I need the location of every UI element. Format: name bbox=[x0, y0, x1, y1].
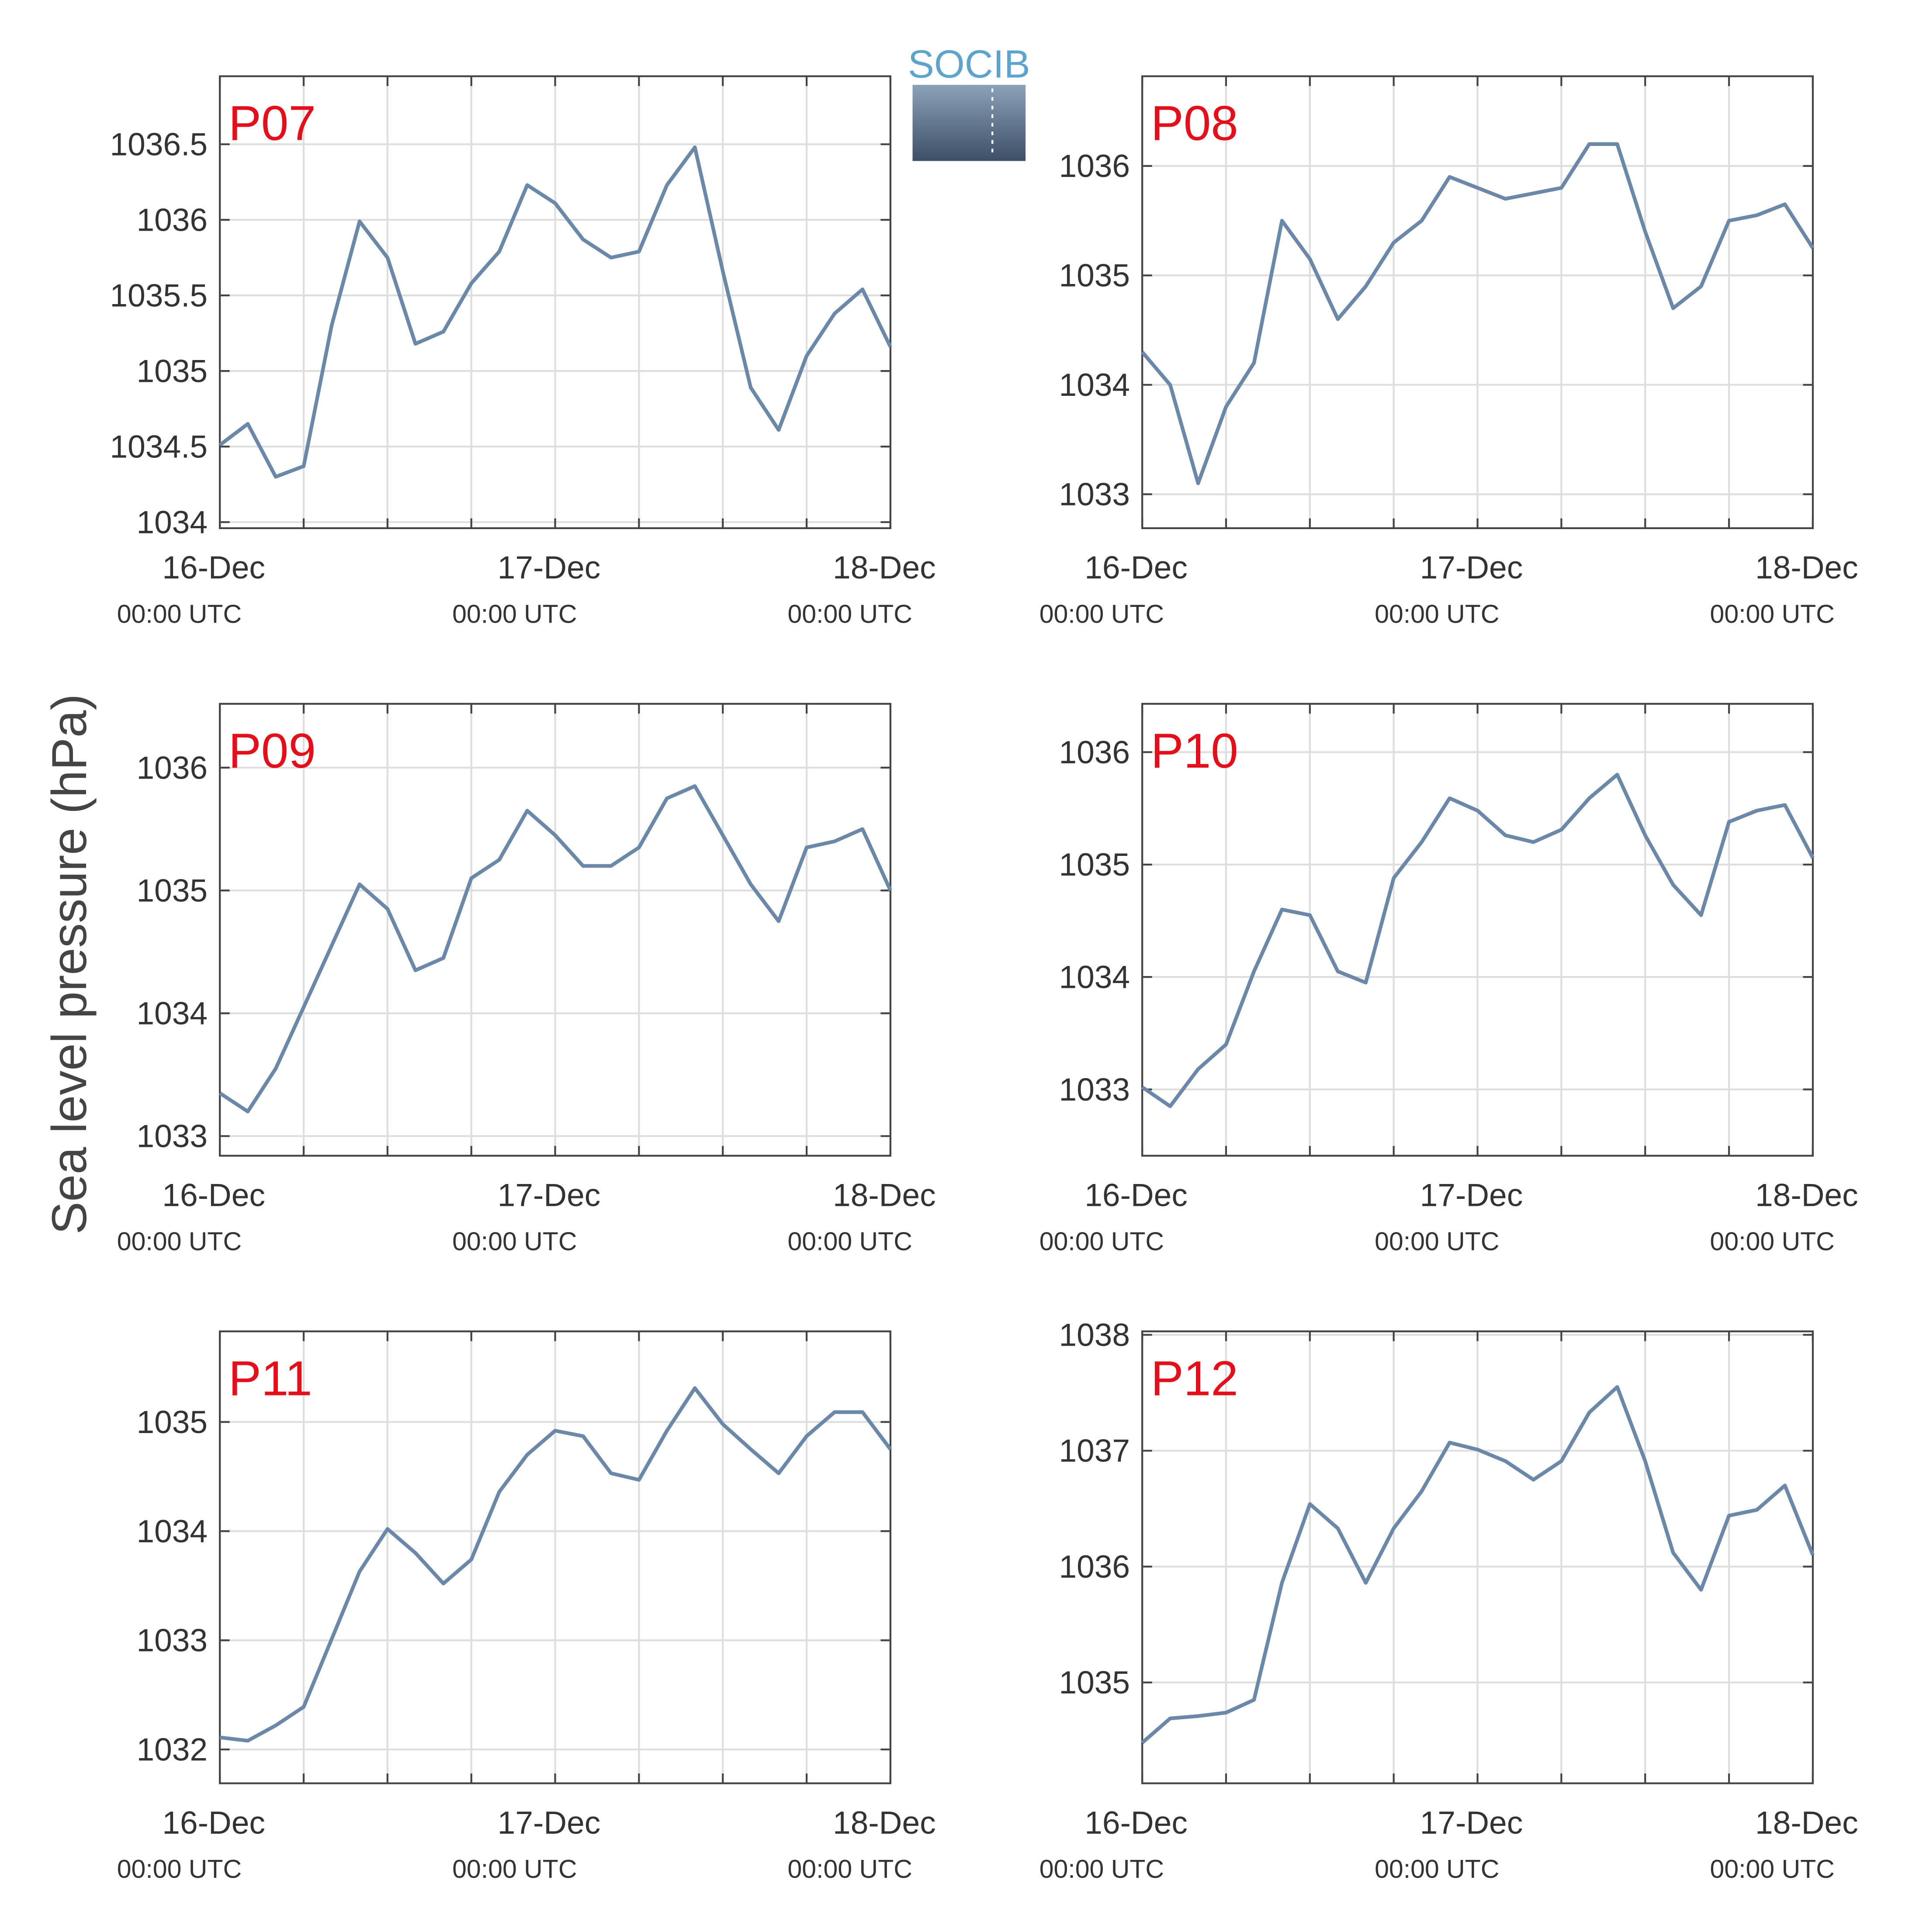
y-tick-label: 1035.5 bbox=[110, 278, 208, 313]
y-tick-label: 1036 bbox=[1059, 1549, 1130, 1585]
data-line bbox=[218, 784, 892, 1114]
y-tick-label: 1035 bbox=[136, 1405, 208, 1440]
x-tick-sublabel: 00:00 UTC bbox=[1710, 599, 1834, 628]
x-tick-sublabel: 00:00 UTC bbox=[1710, 1855, 1834, 1884]
panel-title: P08 bbox=[1151, 96, 1238, 151]
x-tick-label: 18-Dec bbox=[1755, 1178, 1858, 1213]
plot-frame bbox=[1141, 703, 1814, 1157]
y-tick-label: 1036.5 bbox=[110, 127, 208, 162]
x-tick-label: 16-Dec bbox=[1084, 1805, 1188, 1841]
panel-title: P12 bbox=[1151, 1350, 1238, 1406]
y-tick-label: 1033 bbox=[136, 1623, 208, 1658]
x-tick-sublabel: 00:00 UTC bbox=[117, 599, 242, 628]
y-tick-label: 1034.5 bbox=[110, 429, 208, 464]
data-line bbox=[1140, 142, 1815, 485]
x-tick-label: 16-Dec bbox=[162, 1805, 265, 1841]
x-tick-label: 17-Dec bbox=[1420, 550, 1523, 585]
x-tick-sublabel: 00:00 UTC bbox=[1375, 599, 1499, 628]
x-tick-sublabel: 00:00 UTC bbox=[787, 1855, 912, 1884]
x-tick-label: 17-Dec bbox=[498, 1805, 601, 1841]
panel-title: P07 bbox=[229, 96, 316, 151]
x-tick-sublabel: 00:00 UTC bbox=[452, 1855, 577, 1884]
x-tick-label: 18-Dec bbox=[1755, 550, 1858, 585]
x-tick-sublabel: 00:00 UTC bbox=[452, 1227, 577, 1256]
y-tick-label: 1034 bbox=[136, 996, 208, 1032]
data-line bbox=[1141, 772, 1815, 1108]
x-tick-label: 16-Dec bbox=[162, 550, 265, 585]
panel-title: P10 bbox=[1151, 723, 1238, 778]
y-tick-label: 1038 bbox=[1059, 1317, 1130, 1353]
panel-title: P11 bbox=[229, 1350, 312, 1406]
x-tick-label: 17-Dec bbox=[498, 550, 601, 585]
x-tick-sublabel: 00:00 UTC bbox=[787, 1227, 912, 1256]
x-tick-sublabel: 00:00 UTC bbox=[1375, 1227, 1499, 1256]
y-tick-label: 1034 bbox=[1059, 367, 1130, 403]
x-tick-sublabel: 00:00 UTC bbox=[1039, 599, 1164, 628]
y-tick-label: 1036 bbox=[1059, 149, 1130, 184]
y-tick-label: 1035 bbox=[136, 873, 208, 908]
y-tick-label: 1033 bbox=[1059, 1072, 1130, 1108]
x-tick-label: 17-Dec bbox=[498, 1178, 601, 1213]
y-tick-label: 1036 bbox=[136, 750, 208, 786]
x-tick-sublabel: 00:00 UTC bbox=[452, 599, 577, 628]
y-tick-label: 1036 bbox=[1059, 735, 1130, 770]
x-tick-label: 16-Dec bbox=[1084, 550, 1188, 585]
y-tick-label: 1032 bbox=[136, 1732, 208, 1767]
x-tick-sublabel: 00:00 UTC bbox=[1039, 1855, 1164, 1884]
panel-title: P09 bbox=[229, 723, 316, 778]
y-tick-label: 1035 bbox=[1059, 847, 1130, 883]
data-line bbox=[219, 1386, 892, 1743]
x-tick-label: 18-Dec bbox=[833, 1178, 936, 1213]
x-tick-label: 16-Dec bbox=[1084, 1178, 1188, 1213]
x-tick-label: 16-Dec bbox=[162, 1178, 265, 1213]
y-tick-label: 1035 bbox=[136, 353, 208, 389]
plot-frame bbox=[1141, 75, 1814, 530]
y-tick-label: 1034 bbox=[1059, 959, 1130, 995]
x-tick-sublabel: 00:00 UTC bbox=[1039, 1227, 1164, 1256]
data-line bbox=[218, 145, 892, 479]
logo-text: SOCIB bbox=[908, 42, 1030, 86]
plot-frame bbox=[219, 75, 892, 530]
x-tick-label: 18-Dec bbox=[833, 1805, 936, 1841]
x-tick-sublabel: 00:00 UTC bbox=[117, 1227, 242, 1256]
y-tick-label: 1034 bbox=[136, 1514, 208, 1549]
x-tick-sublabel: 00:00 UTC bbox=[117, 1855, 242, 1884]
x-tick-sublabel: 00:00 UTC bbox=[1710, 1227, 1834, 1256]
x-tick-sublabel: 00:00 UTC bbox=[1375, 1855, 1499, 1884]
y-tick-label: 1036 bbox=[136, 202, 208, 238]
x-tick-label: 17-Dec bbox=[1420, 1178, 1523, 1213]
logo-image bbox=[912, 85, 1026, 161]
y-tick-label: 1035 bbox=[1059, 258, 1130, 294]
y-tick-label: 1033 bbox=[136, 1119, 208, 1154]
data-line bbox=[1141, 1385, 1815, 1744]
y-tick-label: 1034 bbox=[136, 505, 208, 540]
y-tick-label: 1037 bbox=[1059, 1433, 1130, 1469]
x-tick-label: 18-Dec bbox=[1755, 1805, 1858, 1841]
plot-frame bbox=[219, 703, 892, 1157]
y-tick-label: 1033 bbox=[1059, 477, 1130, 512]
y-axis-label: Sea level pressure (hPa) bbox=[42, 694, 97, 1234]
x-tick-label: 17-Dec bbox=[1420, 1805, 1523, 1841]
plot-frame bbox=[219, 1330, 892, 1784]
x-tick-label: 18-Dec bbox=[833, 550, 936, 585]
plot-frame bbox=[1141, 1330, 1814, 1784]
x-tick-sublabel: 00:00 UTC bbox=[787, 599, 912, 628]
y-tick-label: 1035 bbox=[1059, 1665, 1130, 1700]
